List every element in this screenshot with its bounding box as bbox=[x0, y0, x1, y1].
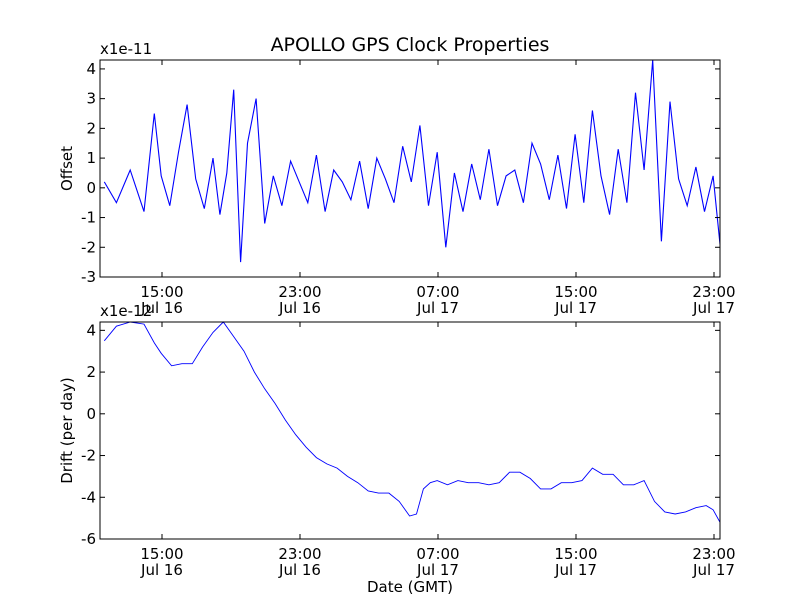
x-tick-label: Jul 17 bbox=[692, 561, 735, 579]
x-tick-label: Jul 16 bbox=[278, 299, 321, 317]
x-tick-label: Jul 16 bbox=[140, 561, 183, 579]
y-tick-label: 2 bbox=[86, 363, 96, 381]
plot-frame bbox=[99, 59, 721, 278]
x-tick-label: Jul 17 bbox=[416, 299, 459, 317]
y-tick-label: 2 bbox=[86, 119, 96, 137]
y-tick-label: -4 bbox=[81, 488, 96, 506]
y-tick-label: 3 bbox=[86, 90, 96, 108]
y-axis-label: Drift (per day) bbox=[58, 377, 76, 484]
x-tick-label: Jul 16 bbox=[278, 561, 321, 579]
y-tick-label: 4 bbox=[86, 321, 96, 339]
y-tick-label: -2 bbox=[81, 238, 96, 256]
x-tick-label: 15:00 bbox=[554, 283, 597, 301]
x-tick-label: Jul 16 bbox=[140, 299, 183, 317]
x-tick-label: 15:00 bbox=[140, 545, 183, 563]
y-tick-label: -6 bbox=[81, 530, 96, 548]
x-tick-label: 23:00 bbox=[278, 545, 321, 563]
series-line bbox=[103, 321, 721, 535]
x-tick-label: 07:00 bbox=[416, 545, 459, 563]
x-tick-label: 15:00 bbox=[140, 283, 183, 301]
y-multiplier-label: x1e-12 bbox=[100, 302, 152, 320]
x-tick-label: Jul 17 bbox=[416, 561, 459, 579]
chart-title: APOLLO GPS Clock Properties bbox=[271, 34, 550, 56]
y-multiplier-label: x1e-11 bbox=[100, 40, 152, 58]
y-tick-label: -2 bbox=[81, 447, 96, 465]
y-tick-label: 4 bbox=[86, 60, 96, 78]
y-axis-label: Offset bbox=[58, 146, 76, 191]
plot-frame bbox=[99, 321, 721, 540]
x-tick-label: 23:00 bbox=[278, 283, 321, 301]
y-tick-label: 0 bbox=[86, 179, 96, 197]
x-tick-label: 23:00 bbox=[692, 545, 735, 563]
x-tick-label: Jul 17 bbox=[554, 299, 597, 317]
y-tick-label: -1 bbox=[81, 209, 96, 227]
y-tick-label: 1 bbox=[86, 149, 96, 167]
y-tick-label: 0 bbox=[86, 405, 96, 423]
x-tick-label: Jul 17 bbox=[554, 561, 597, 579]
series-line bbox=[103, 59, 721, 263]
x-tick-label: 23:00 bbox=[692, 283, 735, 301]
y-tick-label: -3 bbox=[81, 268, 96, 286]
x-tick-label: 15:00 bbox=[554, 545, 597, 563]
x-tick-label: 07:00 bbox=[416, 283, 459, 301]
x-axis-label: Date (GMT) bbox=[367, 578, 453, 596]
x-tick-label: Jul 17 bbox=[692, 299, 735, 317]
